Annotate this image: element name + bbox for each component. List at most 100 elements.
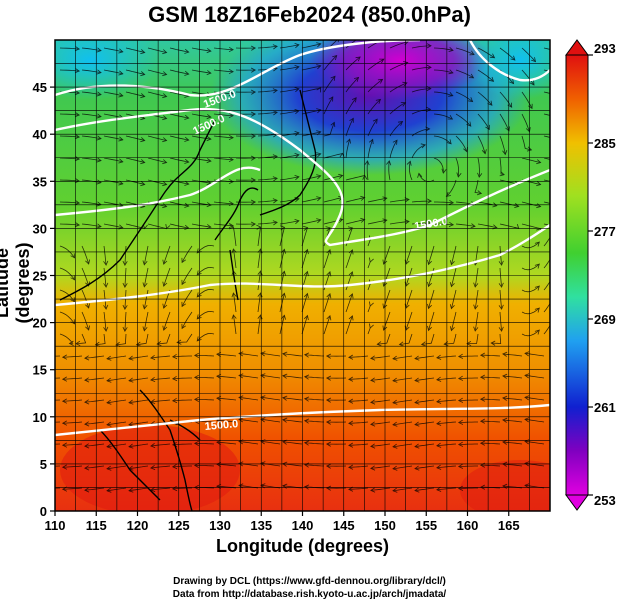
- streamline: [181, 289, 193, 307]
- streamline: [59, 311, 75, 325]
- streamline-arrow: [502, 395, 508, 401]
- streamline: [543, 201, 550, 204]
- streamline: [172, 465, 192, 468]
- streamline: [301, 293, 308, 313]
- streamline: [446, 179, 457, 197]
- streamline: [62, 421, 83, 424]
- streamline-arrow: [103, 282, 109, 288]
- streamline-arrow: [316, 152, 322, 158]
- streamline: [458, 355, 478, 357]
- streamline: [477, 47, 495, 59]
- streamline: [304, 398, 325, 401]
- streamline: [301, 249, 308, 269]
- streamline: [169, 69, 189, 75]
- streamline-arrow: [128, 399, 134, 405]
- streamline: [455, 135, 468, 152]
- streamline: [150, 465, 171, 469]
- y-tick-label: 10: [33, 410, 47, 425]
- streamline-arrow: [369, 323, 374, 329]
- streamline-arrow: [294, 87, 300, 93]
- streamline-arrow: [142, 260, 148, 266]
- streamline: [348, 355, 369, 358]
- streamline-arrow: [96, 157, 102, 163]
- streamline-arrow: [140, 137, 146, 143]
- streamline: [524, 374, 545, 379]
- streamline: [163, 245, 171, 265]
- streamline-arrow: [61, 464, 68, 470]
- streamline-arrow: [348, 376, 354, 382]
- streamline: [521, 47, 536, 62]
- grid-lines: [55, 40, 550, 511]
- streamline: [150, 443, 171, 447]
- streamline-arrow: [74, 68, 81, 74]
- streamline: [59, 201, 80, 204]
- streamline: [408, 161, 413, 181]
- streamline: [282, 353, 303, 357]
- streamline: [191, 223, 211, 228]
- streamline: [428, 311, 435, 331]
- streamline: [543, 69, 550, 72]
- streamline-arrow: [216, 461, 222, 467]
- streamline: [345, 139, 351, 159]
- streamline-arrow: [492, 202, 498, 208]
- streamline-arrow: [41, 486, 45, 490]
- colorbar-bottom-arrow: [565, 494, 589, 511]
- streamline-arrow: [551, 296, 555, 301]
- streamline-arrow: [184, 70, 190, 76]
- streamline-arrow: [325, 485, 332, 491]
- y-tick-label: 0: [40, 504, 47, 519]
- streamline: [177, 333, 193, 343]
- streamline: [84, 355, 105, 359]
- credit-data: Data from http://database.rish.kyoto-u.a…: [172, 589, 447, 600]
- streamline-arrow: [150, 464, 156, 470]
- streamline: [213, 69, 234, 73]
- streamline: [81, 223, 102, 227]
- streamline: [163, 267, 171, 287]
- streamline: [433, 91, 453, 97]
- streamline-arrow: [325, 397, 332, 403]
- streamline: [370, 355, 391, 359]
- streamline: [147, 69, 167, 75]
- streamline: [451, 245, 457, 265]
- streamline-arrow: [558, 225, 562, 229]
- streamline: [282, 419, 303, 423]
- streamline-arrow: [369, 257, 374, 263]
- streamline: [323, 249, 331, 269]
- streamline-arrow: [370, 487, 376, 493]
- streamline-arrow: [414, 443, 420, 449]
- streamline-arrow: [348, 293, 354, 299]
- streamline-arrow: [382, 281, 388, 287]
- streamline: [59, 333, 74, 344]
- streamline: [521, 201, 541, 207]
- streamline-arrow: [536, 181, 542, 187]
- streamline: [103, 47, 123, 53]
- streamline-arrow: [272, 198, 278, 204]
- streamline: [169, 201, 189, 207]
- streamline: [103, 245, 107, 266]
- streamline-arrow: [534, 307, 540, 313]
- streamline-arrow: [184, 114, 190, 120]
- streamline-arrow: [558, 203, 562, 207]
- streamline: [414, 465, 435, 469]
- streamline-arrow: [106, 399, 112, 405]
- streamline: [279, 315, 285, 335]
- streamline: [279, 44, 299, 49]
- streamline: [405, 311, 413, 331]
- streamline-arrow: [128, 377, 134, 383]
- streamline-arrow: [238, 373, 244, 379]
- streamline-arrow: [473, 304, 479, 310]
- streamline-arrow: [216, 439, 222, 445]
- streamline: [191, 179, 211, 184]
- streamline: [59, 267, 75, 281]
- streamline-arrow: [316, 87, 322, 93]
- streamline: [451, 311, 457, 331]
- streamline-arrow: [162, 325, 168, 331]
- streamline: [233, 314, 237, 335]
- x-tick-label: 150: [374, 518, 396, 533]
- streamline-arrow: [392, 399, 398, 405]
- colorbar-ticks: 253 261 269 277 285 293: [588, 41, 616, 508]
- streamline: [414, 377, 435, 381]
- streamline-arrow: [303, 484, 310, 490]
- streamline: [455, 47, 475, 55]
- streamline: [421, 333, 435, 345]
